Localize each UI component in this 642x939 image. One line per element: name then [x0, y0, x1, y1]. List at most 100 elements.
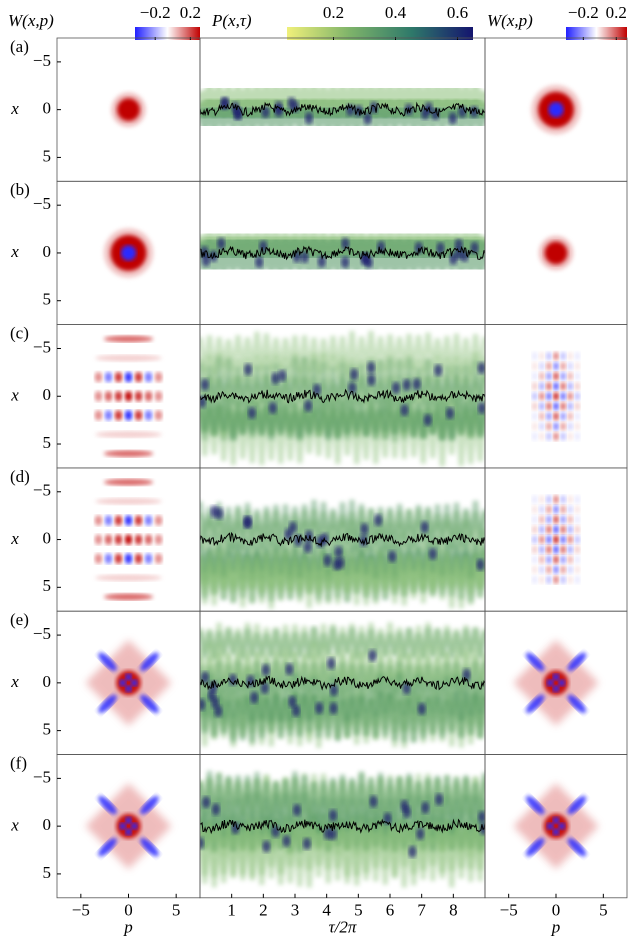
colorbar-tick-label: −0.2: [140, 3, 171, 22]
wigner-feature: [553, 412, 559, 421]
wigner-feature: [560, 505, 566, 514]
wigner-feature: [543, 813, 569, 839]
wigner-feature: [124, 553, 133, 564]
probability-peak: [271, 825, 280, 838]
wigner-feature: [546, 351, 552, 361]
wigner-feature: [546, 422, 552, 431]
y-tick-label: −5: [33, 624, 51, 643]
probability-peak: [329, 683, 338, 696]
panel: [531, 495, 581, 584]
probability-peak: [323, 827, 332, 840]
wigner-feature: [94, 391, 103, 402]
probability-peak: [304, 399, 313, 412]
wigner-feature: [567, 351, 574, 361]
wigner-feature: [546, 822, 554, 830]
probability-peak: [341, 256, 350, 269]
probability-band: [200, 550, 485, 593]
wigner-feature: [560, 381, 566, 391]
x-tick-label: 2: [259, 901, 268, 920]
wigner-feature: [567, 361, 574, 371]
wigner-feature: [114, 515, 123, 526]
wigner-feature: [567, 565, 574, 574]
probability-peak: [477, 362, 485, 375]
wigner-feature: [552, 673, 560, 681]
wigner-feature: [116, 813, 141, 839]
y-tick-label: 5: [43, 576, 52, 595]
probability-peak: [367, 373, 376, 386]
wigner-feature: [124, 391, 133, 402]
wigner-feature: [104, 410, 113, 421]
probability-band: [200, 819, 485, 878]
wigner-feature: [574, 505, 581, 514]
probability-peak: [211, 803, 220, 816]
wigner-feature: [531, 381, 538, 391]
wigner-feature: [95, 354, 162, 362]
wigner-feature: [117, 98, 140, 122]
wigner-feature: [544, 241, 568, 265]
probability-peak: [228, 673, 237, 686]
panel: [513, 783, 599, 870]
wigner-feature: [553, 432, 559, 441]
probability-peak: [260, 681, 269, 694]
wigner-feature: [574, 371, 581, 381]
wigner-feature: [144, 553, 153, 564]
wigner-feature: [553, 495, 559, 504]
colorbar-tick-label: 0.2: [180, 3, 201, 22]
wigner-feature: [134, 553, 143, 564]
probability-peak: [431, 108, 440, 121]
wigner-feature: [548, 102, 564, 118]
wigner-feature: [552, 685, 560, 692]
wigner-feature: [104, 371, 113, 383]
wigner-feature: [546, 575, 552, 584]
panel: [103, 228, 154, 278]
y-tick-label: −5: [33, 481, 51, 500]
probability-peak: [323, 554, 332, 567]
probability-peak: [348, 382, 357, 395]
wigner-feature: [538, 361, 545, 371]
probability-peak: [478, 810, 485, 823]
wigner-feature: [531, 361, 538, 371]
wigner-feature: [103, 593, 154, 601]
probability-peak: [243, 516, 252, 529]
colorbar-tick-label: 0.4: [385, 3, 407, 22]
x-axis-label: p: [551, 918, 561, 937]
mean-trace: [200, 675, 485, 691]
probability-band: [200, 651, 485, 688]
y-axis-label: x: [10, 815, 19, 834]
wigner-feature: [144, 371, 153, 383]
probability-peak: [214, 705, 223, 718]
wigner-feature: [553, 565, 559, 574]
colorbar: [287, 27, 473, 40]
y-tick-label: −5: [33, 51, 51, 70]
wigner-feature: [574, 381, 581, 391]
probability-peak: [271, 372, 280, 385]
y-axis-label: x: [10, 672, 19, 691]
probability-peak: [215, 507, 224, 520]
probability-peak: [288, 521, 297, 534]
wigner-feature: [531, 575, 538, 584]
panel: [94, 335, 163, 457]
x-tick-label: 3: [291, 901, 300, 920]
wigner-feature: [553, 391, 559, 401]
panel-label: (b): [10, 180, 30, 199]
wigner-feature: [546, 535, 552, 544]
y-tick-label: 5: [43, 433, 52, 452]
wigner-feature: [574, 402, 581, 411]
wigner-feature: [567, 391, 574, 401]
wigner-feature: [538, 351, 545, 361]
x-tick-label: 6: [386, 901, 395, 920]
wigner-feature: [538, 505, 545, 514]
y-tick-label: −5: [33, 194, 51, 213]
probability-peak: [268, 401, 277, 414]
probability-peak: [247, 406, 256, 419]
wigner-feature: [546, 525, 552, 534]
wigner-feature: [124, 534, 133, 545]
wigner-feature: [574, 545, 581, 554]
wigner-feature: [553, 505, 559, 514]
wigner-feature: [553, 525, 559, 534]
x-tick-label: 1: [227, 901, 236, 920]
y-tick-label: 5: [43, 720, 52, 739]
probability-peak: [369, 795, 378, 808]
wigner-feature: [546, 391, 552, 401]
wigner-feature: [567, 555, 574, 564]
